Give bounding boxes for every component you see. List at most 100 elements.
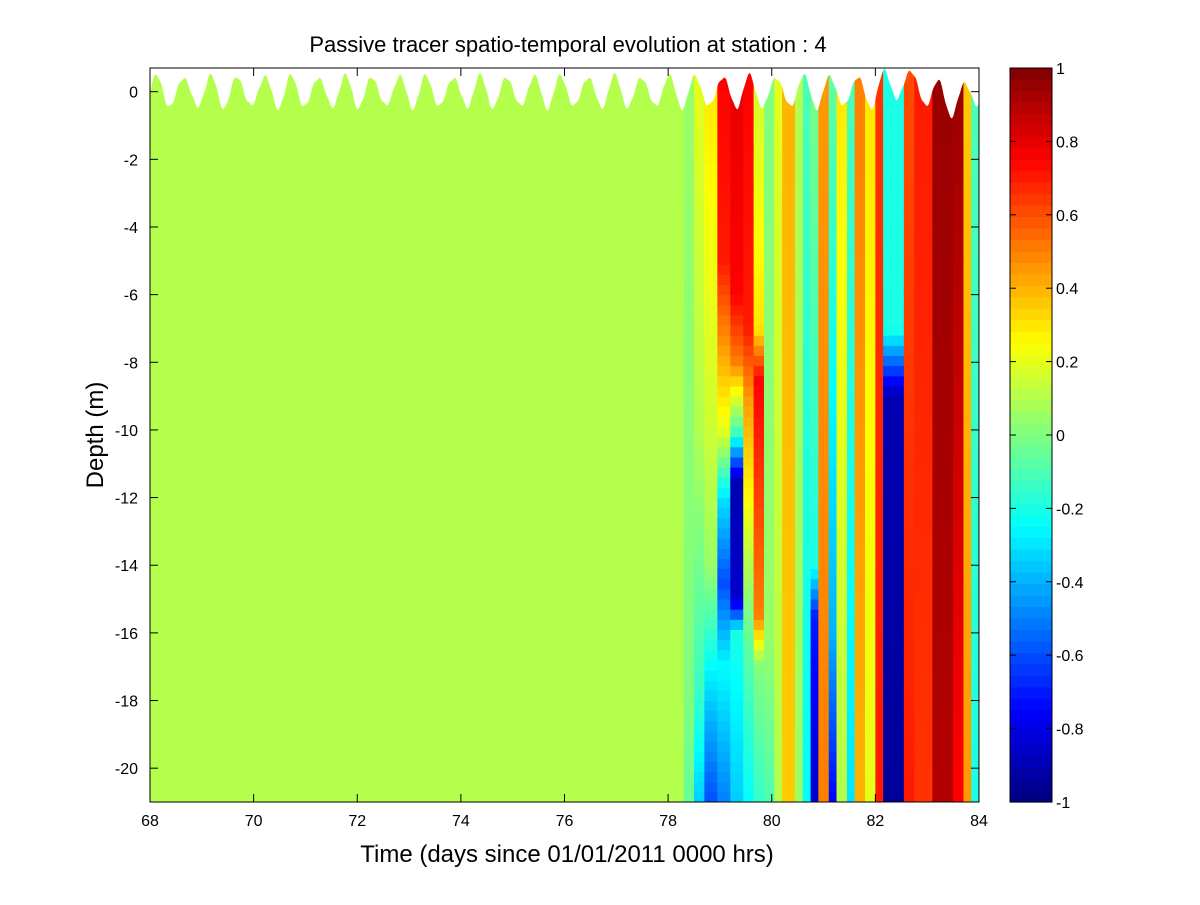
heatmap-cell xyxy=(828,294,838,306)
heatmap-cell xyxy=(914,131,933,143)
heatmap-cell xyxy=(802,273,812,285)
heatmap-cell xyxy=(810,446,819,458)
heatmap-cell xyxy=(782,639,796,651)
heatmap-cell xyxy=(875,334,884,346)
heatmap-cell xyxy=(704,172,718,184)
heatmap-cell xyxy=(704,710,718,722)
heatmap-cell xyxy=(763,659,775,671)
heatmap-cell xyxy=(971,152,979,164)
heatmap-cell xyxy=(753,476,765,488)
heatmap-cell xyxy=(846,476,856,488)
heatmap-cell xyxy=(846,486,856,499)
heatmap-cell xyxy=(836,426,848,438)
heatmap-cell xyxy=(903,527,915,539)
heatmap-cell xyxy=(828,517,838,529)
heatmap-cell xyxy=(717,628,731,641)
heatmap-cell xyxy=(836,689,848,702)
heatmap-cell xyxy=(753,578,765,590)
heatmap-cell xyxy=(810,710,819,722)
heatmap-cell xyxy=(875,598,884,610)
heatmap-cell xyxy=(932,466,954,478)
heatmap-cell xyxy=(704,385,718,397)
heatmap-cell xyxy=(753,385,765,397)
heatmap-cell xyxy=(971,669,979,681)
heatmap-cell xyxy=(694,131,705,143)
heatmap-cell xyxy=(683,679,695,691)
heatmap-cell xyxy=(743,344,755,357)
heatmap-cell xyxy=(810,162,819,174)
heatmap-cell xyxy=(903,192,915,204)
heatmap-cell xyxy=(846,182,856,194)
heatmap-cell xyxy=(810,192,819,204)
heatmap-cell xyxy=(932,395,954,407)
heatmap-cell xyxy=(730,700,744,712)
heatmap-cell xyxy=(704,740,718,752)
heatmap-cell xyxy=(828,263,838,275)
heatmap-cell xyxy=(717,202,731,214)
heatmap-cell xyxy=(810,497,819,509)
heatmap-cell xyxy=(774,233,783,245)
heatmap-cell xyxy=(730,243,744,255)
heatmap-cell xyxy=(730,182,744,194)
heatmap-cell xyxy=(774,141,783,154)
heatmap-cell xyxy=(875,223,884,235)
heatmap-cell xyxy=(914,253,933,265)
heatmap-cell xyxy=(802,517,812,529)
heatmap-cell xyxy=(795,598,804,610)
heatmap-cell xyxy=(854,314,866,326)
heatmap-cell xyxy=(802,740,812,752)
heatmap-cell xyxy=(854,101,866,113)
heatmap-cell xyxy=(150,172,685,184)
heatmap-cell xyxy=(865,212,876,225)
heatmap-cell xyxy=(743,689,755,702)
heatmap-cell xyxy=(810,639,819,651)
heatmap-cell xyxy=(802,162,812,174)
heatmap-cell xyxy=(875,750,884,762)
heatmap-cell xyxy=(810,182,819,194)
heatmap-cell xyxy=(932,598,954,610)
heatmap-cell xyxy=(704,598,718,610)
heatmap-cell xyxy=(865,781,876,793)
heatmap-cell xyxy=(963,720,972,732)
heatmap-cell xyxy=(763,537,775,549)
heatmap-cell xyxy=(802,395,812,407)
heatmap-cell xyxy=(683,162,695,174)
heatmap-cell xyxy=(743,649,755,661)
heatmap-cell xyxy=(828,192,838,204)
heatmap-cell xyxy=(875,791,884,802)
heatmap-cell xyxy=(854,750,866,762)
heatmap-cell xyxy=(717,547,731,559)
heatmap-cell xyxy=(743,395,755,407)
heatmap-cell xyxy=(694,700,705,712)
heatmap-cell xyxy=(828,426,838,438)
heatmap-cell xyxy=(932,557,954,570)
heatmap-cell xyxy=(963,497,972,509)
heatmap-cell xyxy=(903,334,915,346)
heatmap-cell xyxy=(810,152,819,164)
heatmap-cell xyxy=(963,355,972,367)
heatmap-cell xyxy=(818,131,830,143)
heatmap-cell xyxy=(810,679,819,691)
heatmap-cell xyxy=(694,547,705,559)
heatmap-cell xyxy=(743,405,755,417)
heatmap-cell xyxy=(753,537,765,549)
heatmap-cell xyxy=(683,182,695,194)
heatmap-cell xyxy=(854,578,866,590)
heatmap-cell xyxy=(150,162,685,174)
heatmap-cell xyxy=(694,385,705,397)
heatmap-cell xyxy=(914,659,933,671)
heatmap-cell xyxy=(683,720,695,732)
heatmap-cell xyxy=(683,568,695,580)
heatmap-cell xyxy=(836,273,848,285)
heatmap-cell xyxy=(763,436,775,448)
heatmap-cell xyxy=(914,152,933,164)
heatmap-cell xyxy=(914,537,933,549)
heatmap-cell xyxy=(971,760,979,773)
heatmap-cell xyxy=(743,223,755,235)
heatmap-cell xyxy=(774,202,783,214)
heatmap-cell xyxy=(828,355,838,367)
heatmap-cell xyxy=(704,223,718,235)
heatmap-cell xyxy=(932,152,954,164)
heatmap-cell xyxy=(753,375,765,387)
heatmap-cell xyxy=(743,243,755,255)
